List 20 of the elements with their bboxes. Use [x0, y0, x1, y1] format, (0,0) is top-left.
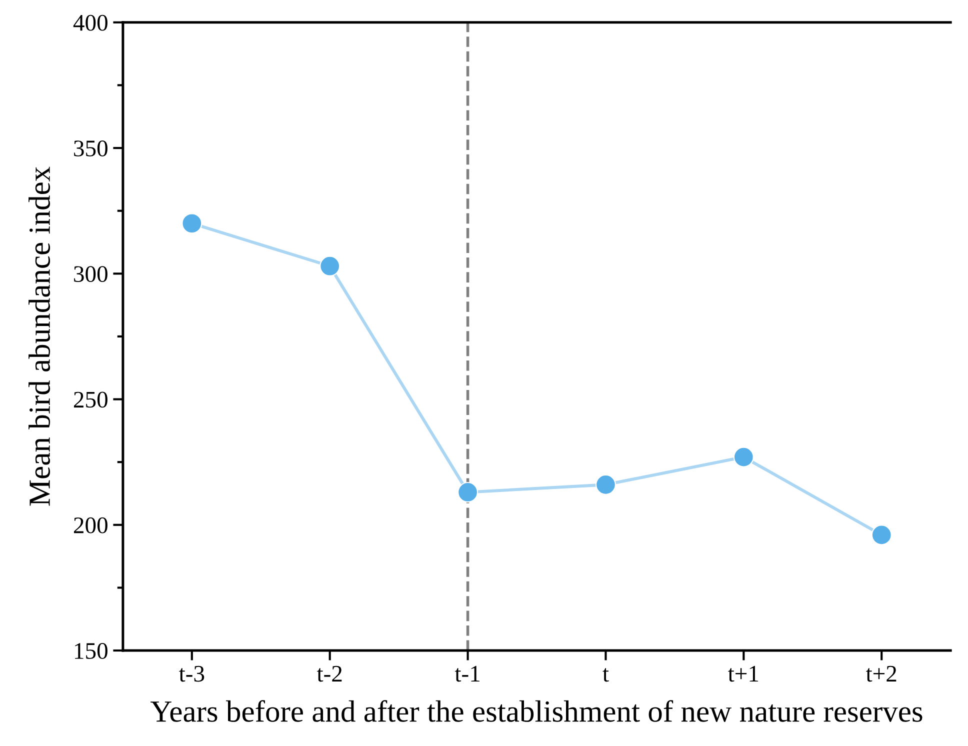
x-axis-title: Years before and after the establishment of new nature reserves — [150, 700, 922, 722]
x-tick-label: t — [602, 668, 609, 682]
y-axis-title: Mean bird abundance index — [28, 166, 50, 506]
y-tick-label: 300 — [74, 266, 108, 282]
y-tick-label: 150 — [75, 643, 108, 659]
point — [458, 482, 478, 502]
point — [733, 446, 754, 468]
point — [871, 524, 892, 546]
x-tick-label: t-3 — [179, 666, 204, 682]
y-tick-label: 200 — [74, 517, 108, 534]
x-tick-label: t-2 — [316, 666, 342, 682]
x-tick-label: t-1 — [454, 666, 480, 682]
y-tick-label: 250 — [74, 392, 108, 408]
y-tick-label: 400 — [73, 14, 108, 31]
point — [320, 256, 340, 276]
y-tick-label: 350 — [74, 140, 108, 156]
x-tick-label: t+1 — [728, 666, 758, 682]
point — [595, 474, 616, 495]
x-tick-label: t+2 — [866, 666, 896, 682]
point — [182, 213, 202, 234]
